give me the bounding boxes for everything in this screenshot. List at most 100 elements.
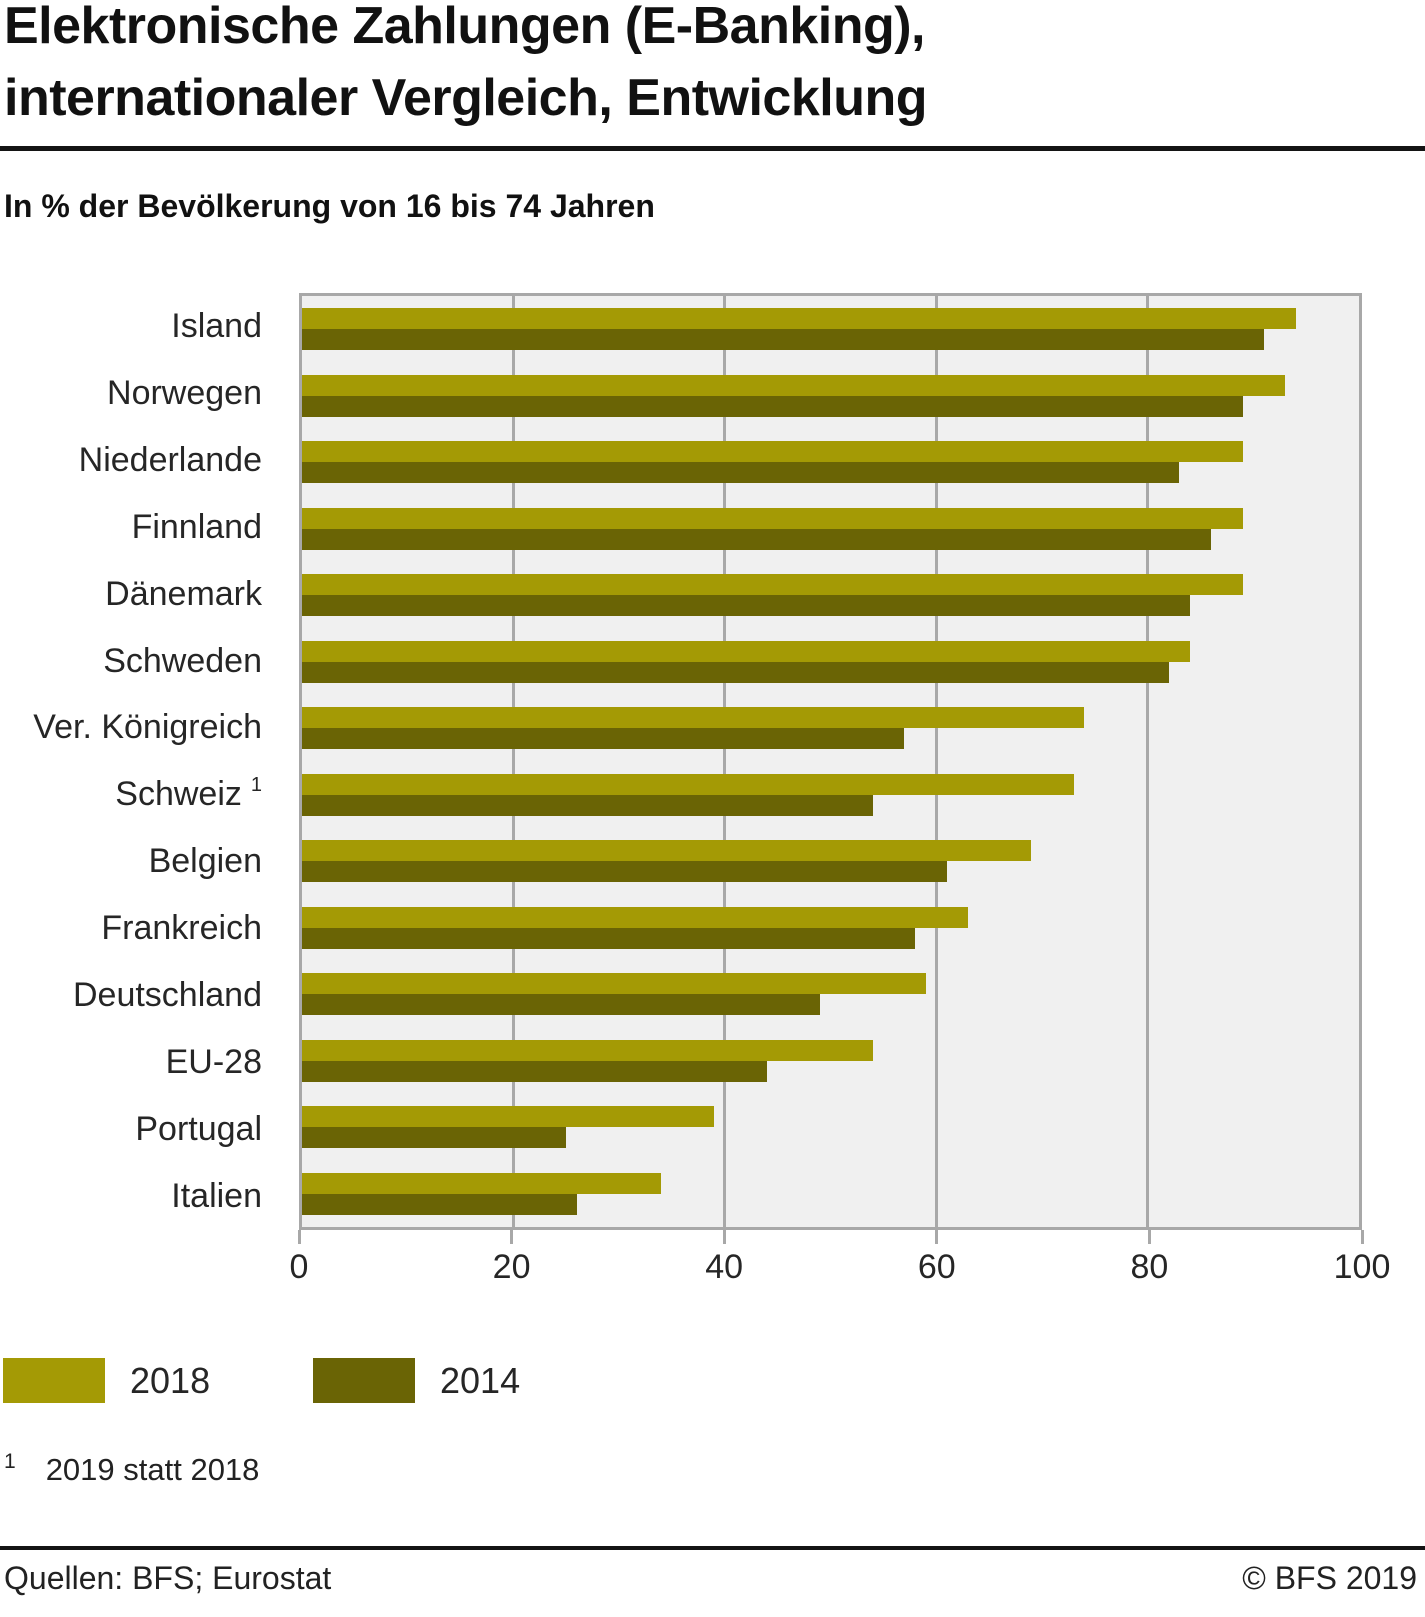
footnote-marker: 1: [4, 1450, 16, 1473]
category-label-text: Schweden: [103, 641, 262, 680]
category-label-Niederlande: Niederlande: [0, 427, 262, 494]
gridline-20: [511, 296, 515, 1227]
category-label-text: Norwegen: [107, 373, 262, 412]
bar-group-Portugal: [302, 1094, 1359, 1161]
bar-group-Finnland: [302, 496, 1359, 563]
category-label-text: Ver. Königreich: [33, 708, 262, 747]
bar-2014-Deutschland: [302, 994, 820, 1016]
legend-label-2014: 2014: [440, 1360, 521, 1401]
bar-2018-Finnland: [302, 507, 1243, 529]
x-tick-40: [722, 1230, 726, 1244]
bar-2014-Belgien: [302, 861, 947, 883]
bar-2014-EU-28: [302, 1060, 768, 1082]
category-label-Norwegen: Norwegen: [0, 360, 262, 427]
bar-2014-Niederlande: [302, 462, 1180, 484]
bar-2014-Island: [302, 329, 1264, 351]
category-label-text: Schweiz: [115, 775, 242, 814]
category-label-Schweiz: Schweiz 1: [0, 761, 262, 828]
category-label-text: Portugal: [135, 1110, 262, 1149]
bar-group-Italien: [302, 1161, 1359, 1228]
category-footnote-marker: 1: [250, 774, 262, 797]
gridline-40: [723, 296, 727, 1227]
bar-group-Niederlande: [302, 429, 1359, 496]
bar-2018-Portugal: [302, 1106, 715, 1128]
bar-2018-Belgien: [302, 840, 1032, 862]
bar-group-Belgien: [302, 828, 1359, 895]
x-tick-80: [1147, 1230, 1151, 1244]
x-tick-0: [297, 1230, 301, 1244]
bar-group-Schweiz: [302, 762, 1359, 829]
page-title: Elektronische Zahlungen (E-Banking), inte…: [4, 0, 928, 134]
legend-swatch-2014: [313, 1358, 415, 1403]
bar-2018-Italien: [302, 1172, 662, 1194]
x-tick-60: [935, 1230, 939, 1244]
bar-2014-Italien: [302, 1193, 577, 1215]
x-tick-label-80: 80: [1130, 1248, 1169, 1286]
bar-2014-Norwegen: [302, 395, 1243, 417]
bar-2018-Schweden: [302, 640, 1190, 662]
source-text: Quellen: BFS; Eurostat: [4, 1560, 332, 1596]
category-label-text: Dänemark: [105, 574, 262, 613]
category-label-text: Belgien: [148, 842, 262, 881]
chart-subtitle: In % der Bevölkerung von 16 bis 74 Jahre…: [4, 188, 655, 224]
category-label-Belgien: Belgien: [0, 828, 262, 895]
x-tick-label-100: 100: [1333, 1248, 1391, 1286]
footnote-text: 2019 statt 2018: [45, 1452, 260, 1487]
category-label-Schweden: Schweden: [0, 628, 262, 695]
bar-group-Schweden: [302, 629, 1359, 696]
bar-2018-Deutschland: [302, 973, 926, 995]
bar-2018-Dänemark: [302, 574, 1243, 596]
bar-group-EU-28: [302, 1028, 1359, 1095]
category-label-Portugal: Portugal: [0, 1096, 262, 1163]
plot-inner: [302, 296, 1359, 1227]
bar-2018-Norwegen: [302, 374, 1285, 396]
bar-group-Norwegen: [302, 363, 1359, 430]
x-axis: 0 20 40 60 80 100: [290, 1230, 1390, 1300]
footer-divider: [0, 1546, 1425, 1550]
category-label-Dänemark: Dänemark: [0, 561, 262, 628]
bar-group-Deutschland: [302, 961, 1359, 1028]
bar-group-Dänemark: [302, 562, 1359, 629]
category-label-EU-28: EU-28: [0, 1029, 262, 1096]
category-label-text: Frankreich: [101, 909, 262, 948]
bar-2014-Frankreich: [302, 927, 916, 949]
bar-2018-EU-28: [302, 1039, 873, 1061]
category-label-text: Finnland: [131, 507, 262, 546]
bar-group-Frankreich: [302, 895, 1359, 962]
x-tick-100: [1360, 1230, 1364, 1244]
category-label-text: Island: [171, 306, 262, 345]
bar-2018-Niederlande: [302, 441, 1243, 463]
bar-2014-Dänemark: [302, 595, 1190, 617]
bar-2018-Frankreich: [302, 906, 968, 928]
bar-groups: [302, 296, 1359, 1227]
category-label-Island: Island: [0, 293, 262, 360]
bar-2014-Portugal: [302, 1127, 567, 1149]
title-divider: [0, 146, 1425, 151]
copyright-text: © BFS 2019: [1242, 1560, 1417, 1596]
bar-group-Ver. Königreich: [302, 695, 1359, 762]
bar-2014-Finnland: [302, 528, 1212, 550]
x-tick-label-40: 40: [705, 1248, 744, 1286]
footnote: 1 2019 statt 2018: [4, 1450, 260, 1488]
category-label-Frankreich: Frankreich: [0, 895, 262, 962]
x-tick-label-60: 60: [917, 1248, 956, 1286]
category-label-Italien: Italien: [0, 1163, 262, 1230]
bar-2018-Ver. Königreich: [302, 707, 1085, 729]
bar-2014-Schweiz: [302, 794, 873, 816]
gridline-80: [1146, 296, 1150, 1227]
category-label-text: Italien: [171, 1176, 262, 1215]
bar-group-Island: [302, 296, 1359, 363]
category-label-Ver. Königreich: Ver. Königreich: [0, 695, 262, 762]
gridline-60: [934, 296, 938, 1227]
category-label-text: Deutschland: [72, 976, 262, 1015]
bar-2014-Ver. Königreich: [302, 728, 905, 750]
x-tick-label-20: 20: [492, 1248, 531, 1286]
page-title-line2: internationaler Vergleich, Entwicklung: [4, 69, 928, 127]
legend-swatch-2018: [3, 1358, 105, 1403]
bar-2014-Schweden: [302, 661, 1169, 683]
category-label-Deutschland: Deutschland: [0, 962, 262, 1029]
category-label-Finnland: Finnland: [0, 494, 262, 561]
y-axis-labels: Island Norwegen Niederlande Finnland Dänemar…: [0, 293, 262, 1230]
footer: Quellen: BFS; Eurostat © BFS 2019: [4, 1560, 1417, 1597]
